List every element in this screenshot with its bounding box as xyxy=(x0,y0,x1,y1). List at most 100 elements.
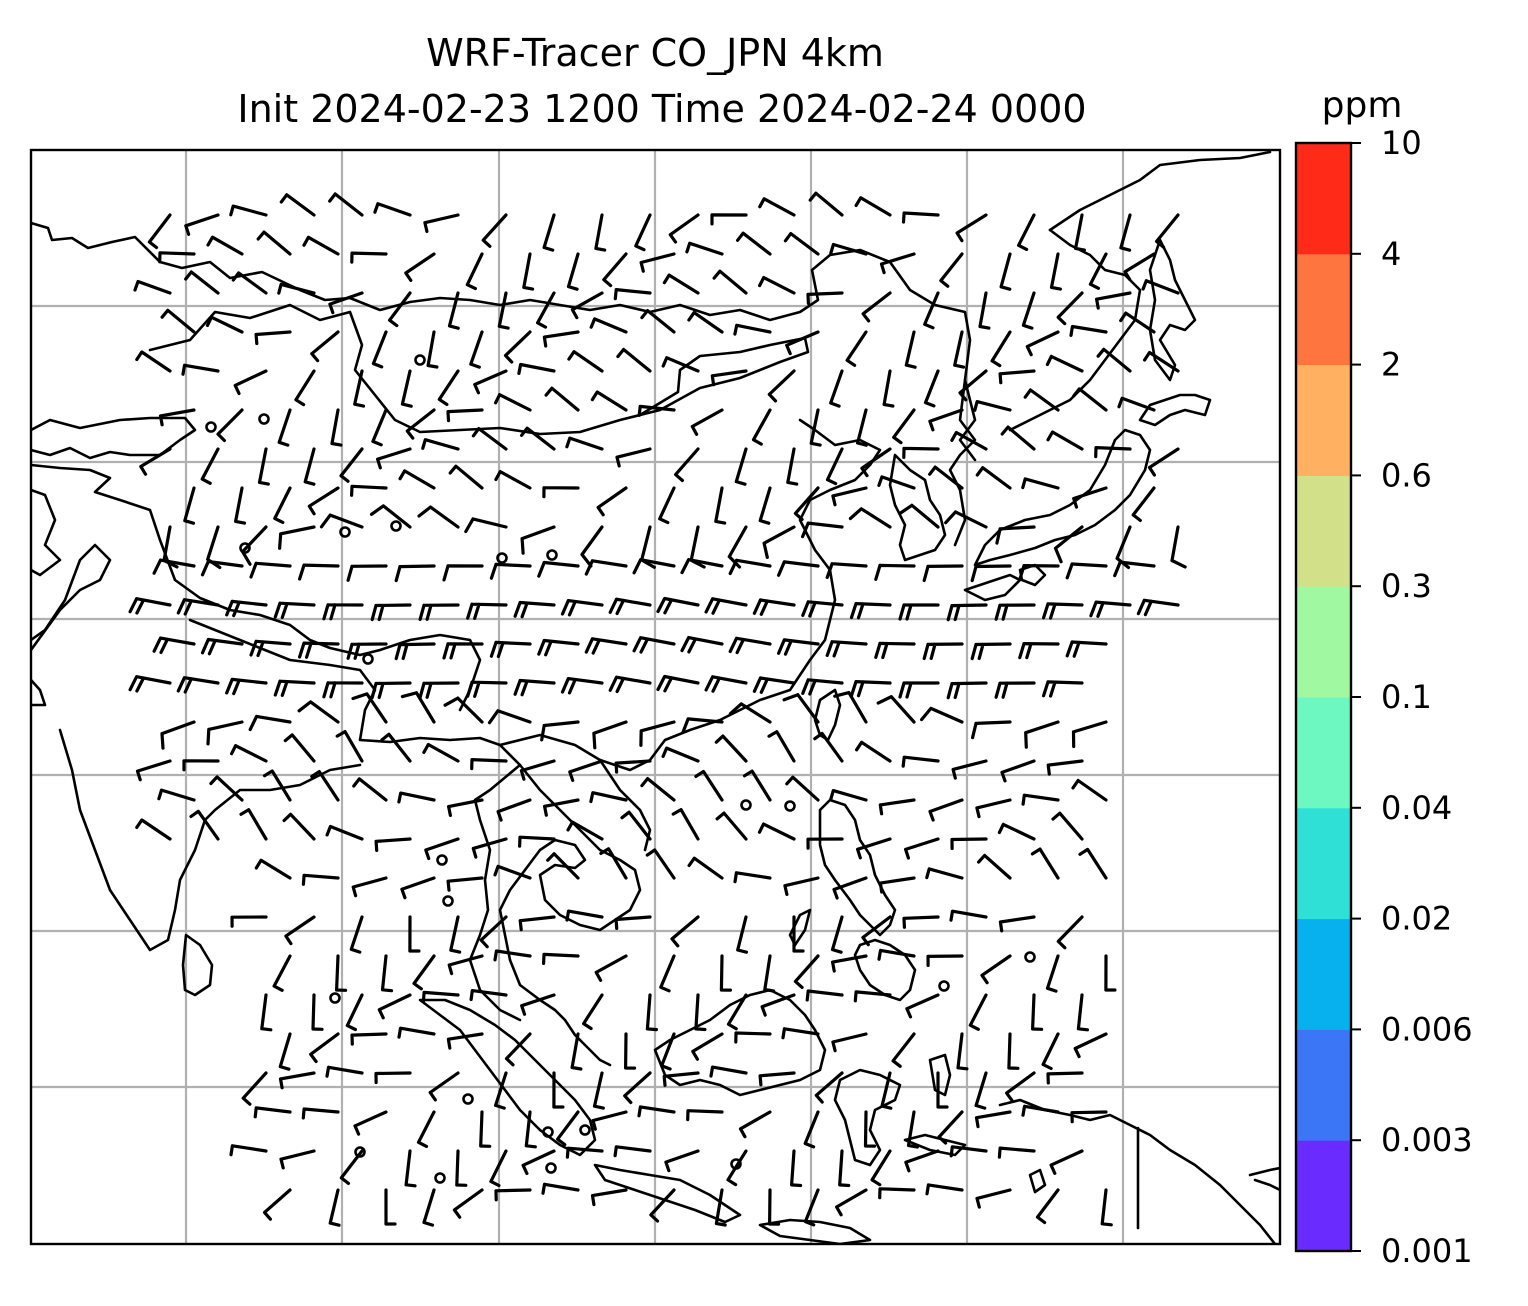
wind-barb xyxy=(497,291,510,330)
wind-barb xyxy=(241,525,268,566)
wind-barb xyxy=(922,564,964,583)
wind-barb xyxy=(466,680,508,698)
wind-barb xyxy=(182,759,220,772)
wind-barb xyxy=(489,1149,508,1188)
wind-barb xyxy=(639,720,676,747)
wind-barb xyxy=(608,675,652,694)
wind-barb xyxy=(878,798,916,816)
wind-barb xyxy=(230,744,268,763)
title-line-1: WRF-Tracer CO_JPN 4km xyxy=(426,31,884,75)
wind-barb xyxy=(421,990,460,1003)
wind-barb xyxy=(973,400,1012,412)
wind-barb xyxy=(322,603,364,621)
colorbar-swatch xyxy=(1296,1140,1351,1252)
wind-barb xyxy=(950,837,988,851)
wind-barb xyxy=(176,676,220,694)
wind-barb xyxy=(1045,354,1084,373)
wind-barb xyxy=(640,309,676,334)
wind-barb xyxy=(1123,252,1156,281)
wind-barb xyxy=(856,408,868,447)
wind-barb xyxy=(709,1065,748,1078)
wind-barb xyxy=(139,447,172,476)
wind-barb xyxy=(801,521,844,539)
wind-barb xyxy=(345,993,364,1032)
calm-wind-marker xyxy=(546,549,558,561)
wind-barb xyxy=(879,252,916,275)
wind-barb xyxy=(400,691,436,724)
wind-barb xyxy=(860,447,892,478)
wind-barb xyxy=(898,681,940,699)
wind-barb xyxy=(704,675,748,693)
wind-barb xyxy=(714,1188,727,1227)
wind-barb xyxy=(592,1071,605,1110)
wind-barb xyxy=(1170,525,1187,569)
wind-barb xyxy=(254,330,292,346)
wind-barb xyxy=(687,856,724,880)
wind-barb xyxy=(397,1026,436,1039)
map-panel xyxy=(29,148,1282,1246)
wind-barb xyxy=(1069,324,1108,337)
wind-barb xyxy=(1071,720,1108,749)
wind-barb xyxy=(589,317,628,334)
calm-wind-marker xyxy=(414,354,426,366)
wind-barb xyxy=(335,730,364,763)
wind-barb xyxy=(388,291,412,328)
wind-barb xyxy=(297,700,340,724)
wind-barb xyxy=(1136,598,1180,617)
wind-barb xyxy=(1045,954,1060,993)
colorbar-tick-label: 0.1 xyxy=(1381,678,1432,716)
wind-barb xyxy=(904,1149,940,1173)
wind-barb xyxy=(380,954,394,993)
wind-barb xyxy=(272,954,292,992)
wind-barb xyxy=(599,847,628,880)
wind-barb xyxy=(975,798,1012,819)
wind-barb xyxy=(1021,1104,1060,1117)
wind-barb xyxy=(422,1188,436,1227)
wind-barb xyxy=(602,252,628,288)
wind-barb xyxy=(661,356,700,373)
wind-barb xyxy=(254,858,292,880)
wind-barb xyxy=(542,486,580,499)
wind-barb xyxy=(853,990,892,1003)
colorbar-ticks: 0.001 0.003 0.006 0.02 0.04 0.1 0.3 0.6 2 4 10 xyxy=(1351,124,1473,1270)
wind-barb xyxy=(582,993,604,1031)
calm-wind-marker xyxy=(784,800,796,812)
colorbar-swatch xyxy=(1296,807,1351,920)
wind-barb xyxy=(681,717,724,735)
wind-barb xyxy=(248,714,292,732)
wind-barb xyxy=(536,291,556,329)
wind-barb xyxy=(783,876,820,896)
wind-barb xyxy=(728,702,772,724)
wind-barb xyxy=(1072,486,1108,509)
wind-barb xyxy=(928,798,964,822)
wind-barb xyxy=(831,1032,868,1053)
wind-barb xyxy=(328,291,364,315)
wind-barb xyxy=(253,1106,292,1119)
wind-barb xyxy=(758,1071,796,1087)
wind-barb xyxy=(1119,213,1132,252)
wind-barb xyxy=(902,446,940,459)
wind-barb xyxy=(428,1071,460,1102)
wind-barb xyxy=(803,1110,820,1149)
wind-barb xyxy=(1131,486,1156,522)
wind-barb xyxy=(503,330,532,364)
wind-barb xyxy=(831,954,868,973)
wind-barb xyxy=(257,447,270,486)
wind-barb xyxy=(670,915,700,948)
wind-barb xyxy=(829,369,844,408)
wind-barb xyxy=(229,1144,268,1157)
wind-barb xyxy=(513,678,556,697)
wind-barb xyxy=(845,330,868,367)
map-frame xyxy=(29,148,1282,1246)
wind-barb xyxy=(951,759,988,780)
wind-barb xyxy=(1143,350,1180,373)
wind-barb xyxy=(946,603,988,622)
wind-barb xyxy=(377,993,412,1020)
wind-barb xyxy=(176,598,220,616)
wind-barb xyxy=(923,291,940,330)
calm-wind-marker xyxy=(462,1093,474,1105)
wind-barb xyxy=(452,1188,484,1219)
colorbar-swatch xyxy=(1296,918,1351,1030)
wind-barb xyxy=(374,1071,412,1085)
wind-barb xyxy=(353,369,366,408)
